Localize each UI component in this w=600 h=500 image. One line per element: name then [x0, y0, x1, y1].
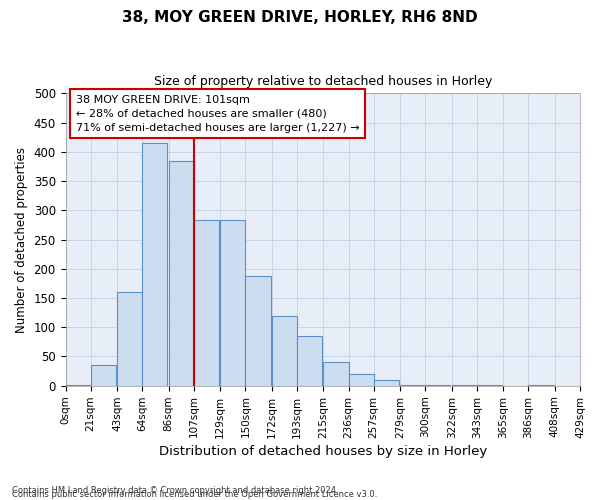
- Bar: [374, 380, 399, 386]
- Bar: [169, 160, 194, 386]
- Bar: [477, 385, 502, 386]
- Bar: [91, 365, 116, 386]
- Bar: [272, 316, 297, 386]
- Title: Size of property relative to detached houses in Horley: Size of property relative to detached ho…: [154, 75, 492, 88]
- Bar: [452, 385, 477, 386]
- Bar: [194, 220, 219, 386]
- Bar: [117, 292, 142, 386]
- X-axis label: Distribution of detached houses by size in Horley: Distribution of detached houses by size …: [158, 444, 487, 458]
- Bar: [297, 336, 322, 386]
- Bar: [425, 385, 451, 386]
- Bar: [400, 384, 425, 386]
- Y-axis label: Number of detached properties: Number of detached properties: [15, 146, 28, 332]
- Text: Contains public sector information licensed under the Open Government Licence v3: Contains public sector information licen…: [12, 490, 377, 499]
- Bar: [65, 384, 91, 386]
- Bar: [349, 374, 374, 386]
- Text: 38 MOY GREEN DRIVE: 101sqm
← 28% of detached houses are smaller (480)
71% of sem: 38 MOY GREEN DRIVE: 101sqm ← 28% of deta…: [76, 95, 359, 133]
- Text: Contains HM Land Registry data © Crown copyright and database right 2024.: Contains HM Land Registry data © Crown c…: [12, 486, 338, 495]
- Bar: [220, 220, 245, 386]
- Bar: [142, 143, 167, 386]
- Bar: [245, 276, 271, 386]
- Bar: [323, 362, 349, 386]
- Bar: [529, 385, 554, 386]
- Text: 38, MOY GREEN DRIVE, HORLEY, RH6 8ND: 38, MOY GREEN DRIVE, HORLEY, RH6 8ND: [122, 10, 478, 25]
